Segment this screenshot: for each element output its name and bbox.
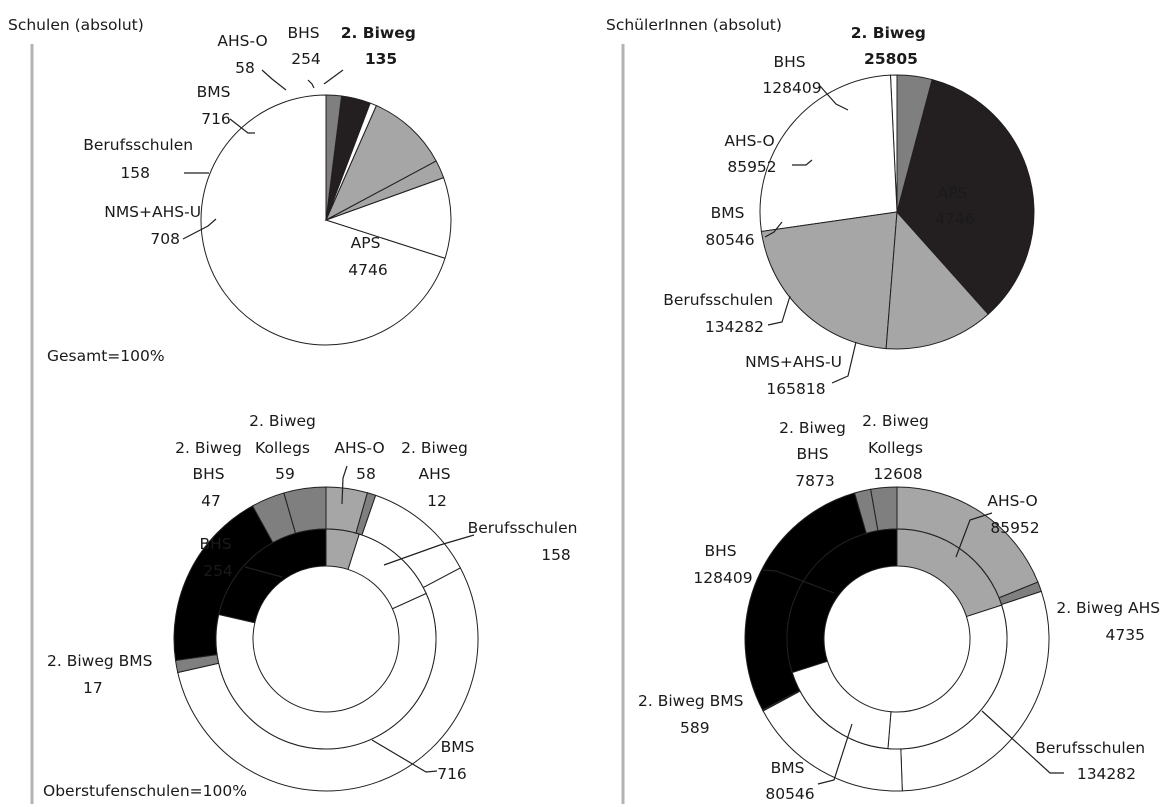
leader2-bms: [764, 221, 783, 238]
leader2-nms: [831, 341, 857, 384]
donut-schueler-slices: [744, 486, 1050, 792]
donut-schulen-slices: [173, 486, 479, 792]
leader4-bms: [817, 723, 853, 785]
label3-berufsschulen: Berufsschulen 158: [468, 519, 583, 564]
leader2-berufsschulen: [767, 295, 791, 326]
leader3-ahs-o: [341, 465, 348, 505]
slice-nms-ahs-u: [324, 177, 452, 259]
leader-bms: [229, 118, 255, 134]
inner-bhs: [786, 528, 898, 674]
label3-ahs-o: AHS-O 58: [334, 439, 389, 483]
chart-ober-schulen: 2. Biweg Kollegs 59 2. Biweg BHS 47 AHS-…: [43, 412, 583, 800]
leader-nms: [182, 218, 217, 240]
label3-bhs: BHS 254: [199, 535, 236, 580]
chart-schueler: SchülerInnen (absolut) APS 4746 NMS+AHS-…: [606, 16, 1035, 398]
leader4-ahs-o: [955, 512, 993, 558]
donut-schueler-leaders: [762, 512, 1064, 785]
label4-ahs-o: AHS-O 85952: [987, 492, 1042, 537]
slice-2-biweg: [325, 94, 343, 221]
label4-berufsschulen: Berufsschulen 134282: [1035, 739, 1150, 783]
label4-biweg-ahs: 2. Biweg AHS 4735: [1056, 599, 1165, 644]
slice-bms: [885, 210, 989, 350]
label4-bhs: BHS 128409: [693, 542, 752, 587]
slice-ahs-o: [895, 208, 1035, 315]
label2-aps: APS 4746: [935, 184, 974, 228]
label-berufsschulen: Berufsschulen 158: [83, 136, 198, 182]
inner-bms: [215, 592, 437, 750]
leader-ahs-o: [261, 69, 287, 91]
label-nms: NMS+AHS-U 708: [104, 203, 206, 248]
slice-bms: [324, 104, 437, 222]
label2-bhs: BHS 128409: [762, 53, 821, 97]
label4-biweg-kollegs: 2. Biweg Kollegs 12608: [862, 412, 934, 483]
pie-schueler-slices: [759, 74, 1035, 350]
label3-biweg-ahs: 2. Biweg AHS 12: [401, 439, 473, 510]
chart-schulen-title: Schulen (absolut): [8, 16, 144, 34]
label-bhs: BHS 254: [287, 24, 324, 68]
chart-schulen-note: Gesamt=100%: [47, 347, 165, 365]
label4-biweg-bms: 2. Biweg BMS 589: [638, 692, 748, 737]
label-ahs-o: AHS-O 58: [217, 32, 272, 77]
slice-bhs: [896, 78, 1035, 213]
label2-bms: BMS 80546: [705, 204, 754, 249]
donut-schulen-leaders: [244, 465, 475, 773]
chart-schulen: Schulen (absolut) APS 4746 NMS+AHS-U 708…: [8, 16, 452, 365]
label3-biweg-kollegs: 2. Biweg Kollegs 59: [249, 412, 321, 483]
label3-biweg-bhs: 2. Biweg BHS 47: [175, 439, 247, 510]
label4-biweg-bhs: 2. Biweg BHS 7873: [779, 419, 851, 490]
label4-bms: BMS 80546: [765, 759, 814, 803]
chart-ober-schulen-note: Oberstufenschulen=100%: [43, 782, 247, 800]
leader2-ahs-o: [792, 159, 813, 166]
leader-biweg: [323, 69, 344, 85]
label-bms: BMS 716: [197, 83, 236, 128]
label-aps: APS 4746: [348, 234, 387, 279]
leader4-berufsschulen: [981, 710, 1064, 774]
slice-aps: [200, 94, 446, 346]
label2-ahs-o: AHS-O 85952: [724, 132, 779, 176]
leader-bhs: [307, 79, 315, 89]
chart-schueler-title: SchülerInnen (absolut): [606, 16, 782, 34]
pie-schulen-slices: [200, 94, 452, 346]
label2-biweg: 2. Biweg 25805: [851, 24, 932, 68]
slice-berufsschulen: [760, 211, 898, 350]
pie-schueler-leaders: [764, 85, 857, 384]
pie-schulen-leaders: [182, 69, 344, 240]
leader4-bhs: [762, 569, 835, 594]
label3-bms: BMS 716: [437, 738, 479, 783]
label3-biweg-bms: 2. Biweg BMS 17: [47, 652, 157, 697]
inner-bhs: [218, 528, 327, 624]
chart-ober-schueler: 2. Biweg Kollegs 12608 2. Biweg BHS 7873…: [638, 412, 1165, 803]
slice-2-biweg: [896, 74, 933, 213]
leader3-bms: [371, 739, 438, 773]
leader2-bhs: [819, 85, 849, 111]
label2-nms: NMS+AHS-U 165818: [745, 353, 847, 398]
leader3-berufsschulen: [383, 534, 475, 566]
leader3-bhs: [244, 566, 283, 578]
label2-berufsschulen: Berufsschulen 134282: [663, 291, 778, 336]
label-biweg: 2. Biweg 135: [341, 24, 422, 68]
slice-nms-ahs-u: [759, 74, 898, 233]
